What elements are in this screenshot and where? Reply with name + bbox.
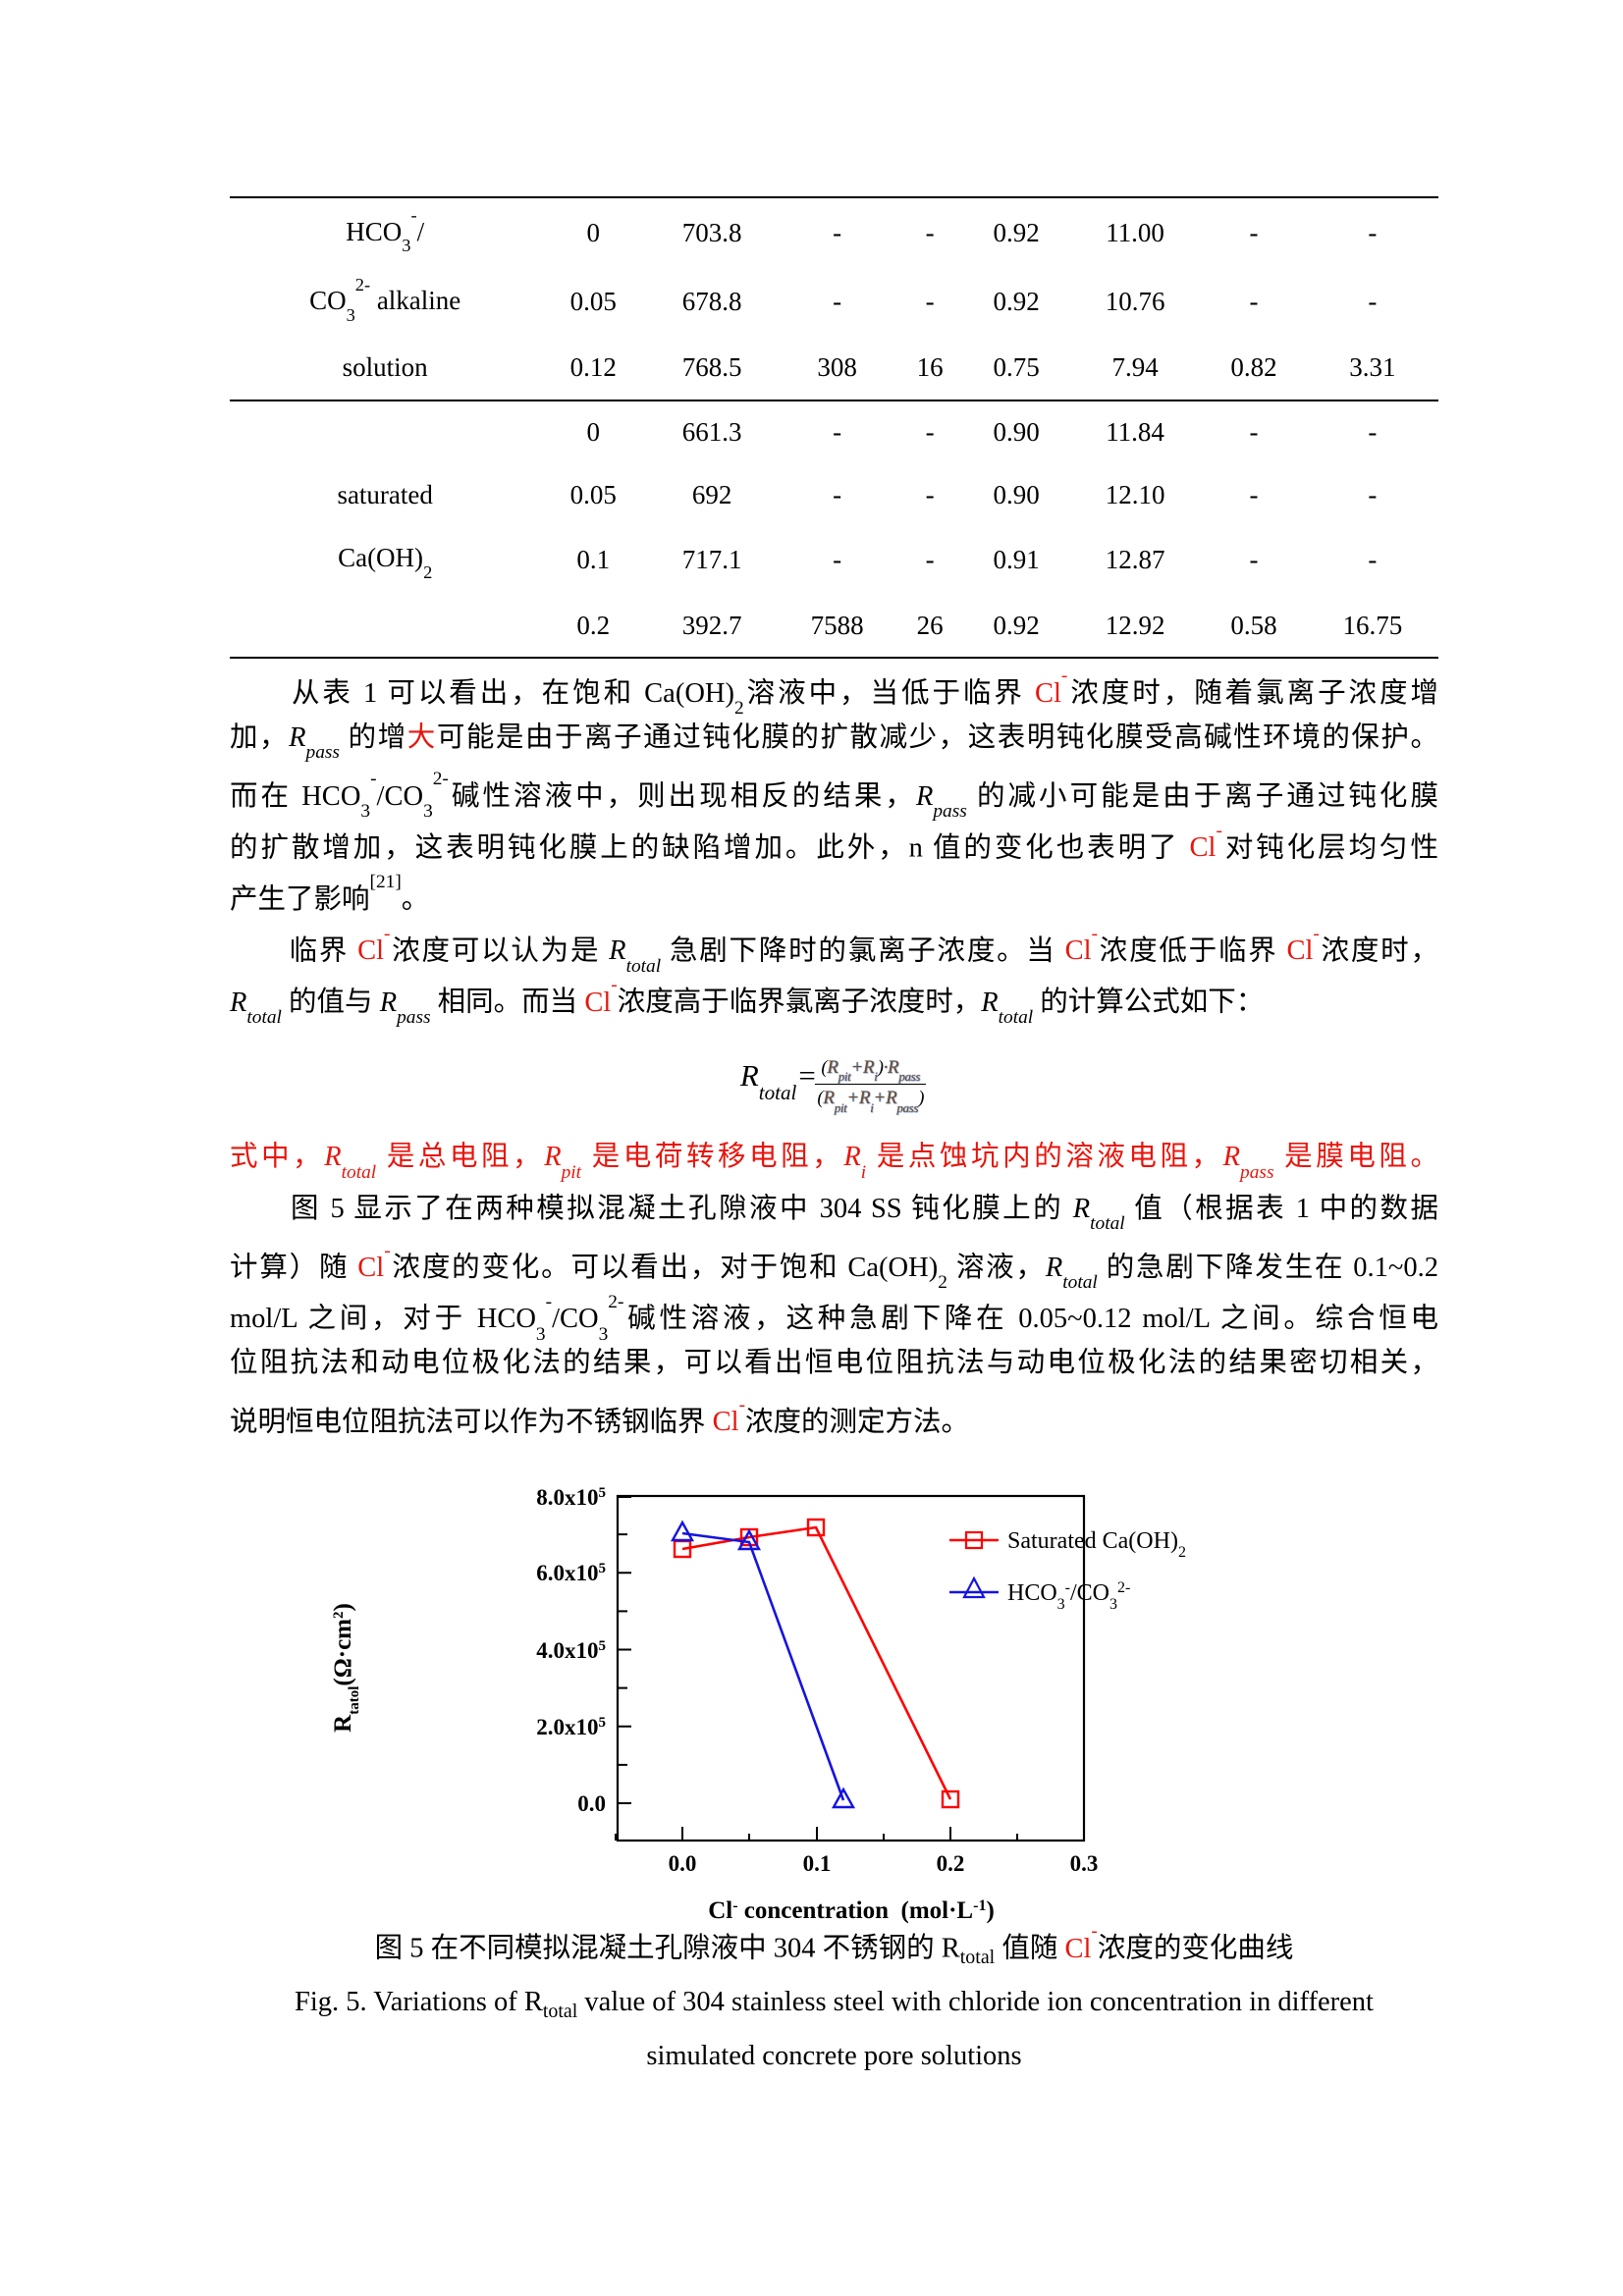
svg-text:0.0: 0.0	[669, 1851, 697, 1876]
svg-text:4.0x105: 4.0x105	[536, 1638, 606, 1663]
svg-text:Rtatol(Ω·cm2): Rtatol(Ω·cm2)	[330, 1603, 362, 1733]
svg-text:0.1: 0.1	[803, 1851, 832, 1876]
svg-text:0.3: 0.3	[1070, 1851, 1099, 1876]
svg-text:6.0x105: 6.0x105	[536, 1561, 606, 1585]
svg-text:Saturated Ca(OH)2: Saturated Ca(OH)2	[1007, 1528, 1186, 1561]
svg-text:0.2: 0.2	[937, 1851, 965, 1876]
svg-text:8.0x105: 8.0x105	[536, 1485, 606, 1510]
svg-text:0.0: 0.0	[577, 1791, 606, 1816]
svg-text:HCO3-/CO32-: HCO3-/CO32-	[1007, 1579, 1130, 1613]
svg-text:2.0x105: 2.0x105	[536, 1715, 606, 1739]
